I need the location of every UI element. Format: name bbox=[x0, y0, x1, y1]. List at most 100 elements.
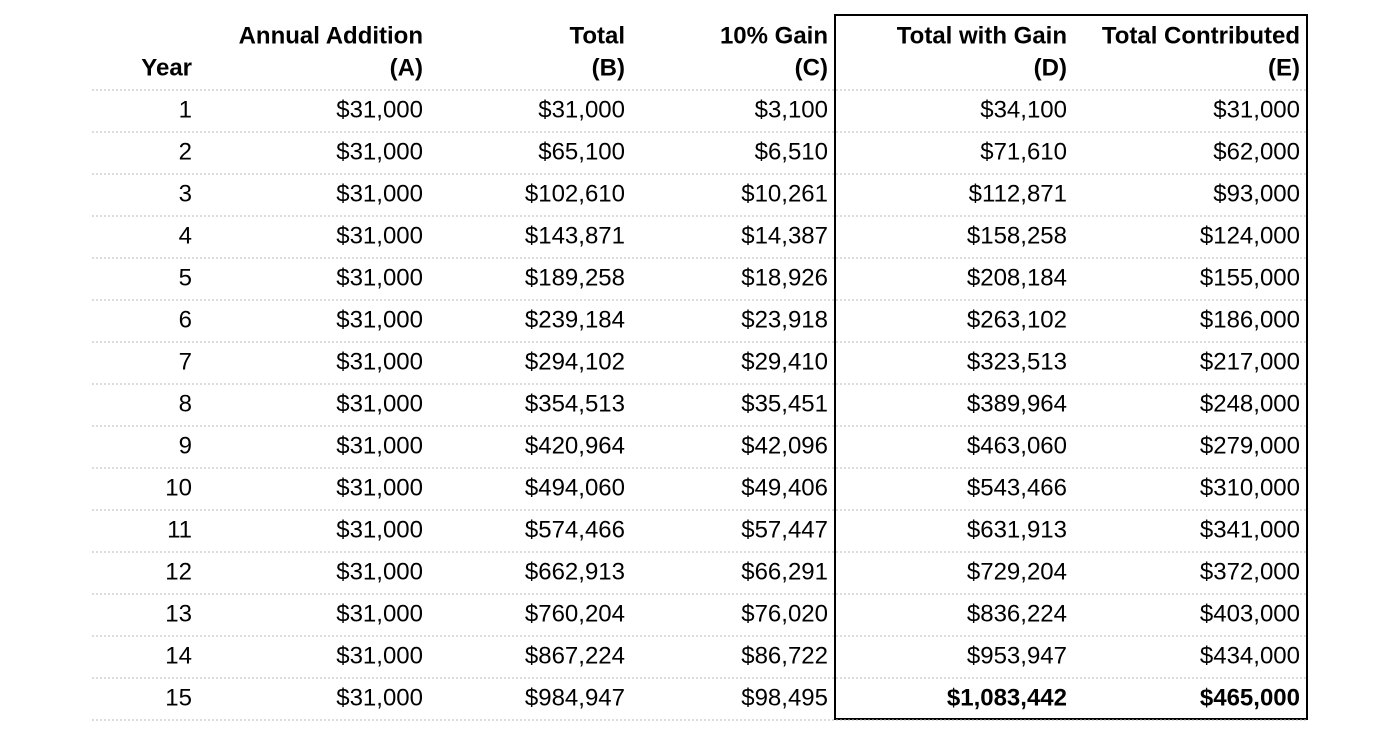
table-cell: $10,261 bbox=[741, 180, 828, 207]
highlight-box bbox=[834, 14, 1308, 720]
table-cell: $953,947 bbox=[967, 642, 1067, 669]
table-cell: $18,926 bbox=[741, 264, 828, 291]
table-cell: $6,510 bbox=[755, 138, 828, 165]
table-cell: $34,100 bbox=[980, 96, 1067, 123]
table-cell: $208,184 bbox=[967, 264, 1067, 291]
table-cell: $31,000 bbox=[336, 222, 423, 249]
table-cell: 7 bbox=[179, 348, 192, 375]
table-cell: $3,100 bbox=[755, 96, 828, 123]
table-cell: $631,913 bbox=[967, 516, 1067, 543]
table-cell: 13 bbox=[165, 600, 192, 627]
table-cell: $31,000 bbox=[538, 96, 625, 123]
table-cell: 3 bbox=[179, 180, 192, 207]
table-cell: $31,000 bbox=[336, 264, 423, 291]
table-cell: $294,102 bbox=[525, 348, 625, 375]
table-cell: 15 bbox=[165, 684, 192, 711]
table-cell: $155,000 bbox=[1200, 264, 1300, 291]
table-cell: $984,947 bbox=[525, 684, 625, 711]
table-cell: $102,610 bbox=[525, 180, 625, 207]
table-cell: $574,466 bbox=[525, 516, 625, 543]
table-cell: $31,000 bbox=[336, 642, 423, 669]
table-cell: $31,000 bbox=[336, 474, 423, 501]
table-cell: $112,871 bbox=[969, 180, 1067, 207]
table-cell: $31,000 bbox=[336, 180, 423, 207]
table-cell: $98,495 bbox=[741, 684, 828, 711]
column-header: Annual Addition bbox=[239, 22, 423, 49]
table-cell: $31,000 bbox=[336, 96, 423, 123]
table-cell: $66,291 bbox=[741, 558, 828, 585]
table-cell: 8 bbox=[179, 390, 192, 417]
table-cell: $1,083,442 bbox=[947, 684, 1067, 711]
table-cell: $86,722 bbox=[741, 642, 828, 669]
table-cell: $403,000 bbox=[1200, 600, 1300, 627]
table-cell: $57,447 bbox=[741, 516, 828, 543]
table-cell: $494,060 bbox=[525, 474, 625, 501]
table-cell: $323,513 bbox=[967, 348, 1067, 375]
table-cell: $31,000 bbox=[1213, 96, 1300, 123]
table-cell: $729,204 bbox=[967, 558, 1067, 585]
table-cell: 11 bbox=[167, 516, 192, 543]
table-cell: $186,000 bbox=[1200, 306, 1300, 333]
table-cell: 6 bbox=[179, 306, 192, 333]
column-header: Total bbox=[569, 22, 625, 49]
table-cell: $465,000 bbox=[1200, 684, 1300, 711]
table-cell: $217,000 bbox=[1200, 348, 1300, 375]
table-cell: $31,000 bbox=[336, 600, 423, 627]
column-header: Total Contributed bbox=[1102, 22, 1300, 49]
table-cell: 4 bbox=[179, 222, 192, 249]
table-cell: 5 bbox=[179, 264, 192, 291]
table-cell: 1 bbox=[179, 96, 192, 123]
column-header: Total with Gain bbox=[897, 22, 1067, 49]
table-cell: $65,100 bbox=[538, 138, 625, 165]
column-header: (B) bbox=[592, 54, 625, 81]
table-cell: $31,000 bbox=[336, 684, 423, 711]
table-cell: $124,000 bbox=[1200, 222, 1300, 249]
column-header: 10% Gain bbox=[720, 22, 828, 49]
table-cell: $31,000 bbox=[336, 390, 423, 417]
table-cell: $239,184 bbox=[525, 306, 625, 333]
table-cell: 2 bbox=[179, 138, 192, 165]
table-cell: $31,000 bbox=[336, 558, 423, 585]
table-cell: 14 bbox=[165, 642, 192, 669]
table-cell: $263,102 bbox=[967, 306, 1067, 333]
table-cell: $420,964 bbox=[525, 432, 625, 459]
table-cell: $35,451 bbox=[741, 390, 828, 417]
table-cell: $310,000 bbox=[1200, 474, 1300, 501]
column-header: Year bbox=[141, 54, 192, 81]
table-cell: $389,964 bbox=[967, 390, 1067, 417]
table-cell: $31,000 bbox=[336, 516, 423, 543]
table-cell: $31,000 bbox=[336, 348, 423, 375]
table-cell: $71,610 bbox=[980, 138, 1067, 165]
table-cell: $42,096 bbox=[741, 432, 828, 459]
table-cell: $31,000 bbox=[336, 306, 423, 333]
table-cell: $158,258 bbox=[967, 222, 1067, 249]
table-cell: $279,000 bbox=[1200, 432, 1300, 459]
table-cell: $14,387 bbox=[741, 222, 828, 249]
column-header: (D) bbox=[1034, 54, 1067, 81]
table-cell: $31,000 bbox=[336, 138, 423, 165]
table-cell: $49,406 bbox=[741, 474, 828, 501]
table-cell: $189,258 bbox=[525, 264, 625, 291]
table-cell: $543,466 bbox=[967, 474, 1067, 501]
table-cell: $76,020 bbox=[741, 600, 828, 627]
table-cell: 12 bbox=[165, 558, 192, 585]
table-cell: 10 bbox=[165, 474, 192, 501]
column-header: (E) bbox=[1268, 54, 1300, 81]
table-cell: $463,060 bbox=[967, 432, 1067, 459]
table-cell: $867,224 bbox=[525, 642, 625, 669]
table-cell: $31,000 bbox=[336, 432, 423, 459]
table-cell: $341,000 bbox=[1200, 516, 1300, 543]
table-cell: $248,000 bbox=[1200, 390, 1300, 417]
table-cell: $836,224 bbox=[967, 600, 1067, 627]
table-cell: $434,000 bbox=[1200, 642, 1300, 669]
table-cell: $354,513 bbox=[525, 390, 625, 417]
table-cell: $143,871 bbox=[525, 222, 625, 249]
table-cell: $760,204 bbox=[525, 600, 625, 627]
table-cell: $662,913 bbox=[525, 558, 625, 585]
column-header: (C) bbox=[795, 54, 828, 81]
table-cell: 9 bbox=[179, 432, 192, 459]
table-cell: $23,918 bbox=[741, 306, 828, 333]
table-cell: $29,410 bbox=[741, 348, 828, 375]
column-header: (A) bbox=[390, 54, 423, 81]
